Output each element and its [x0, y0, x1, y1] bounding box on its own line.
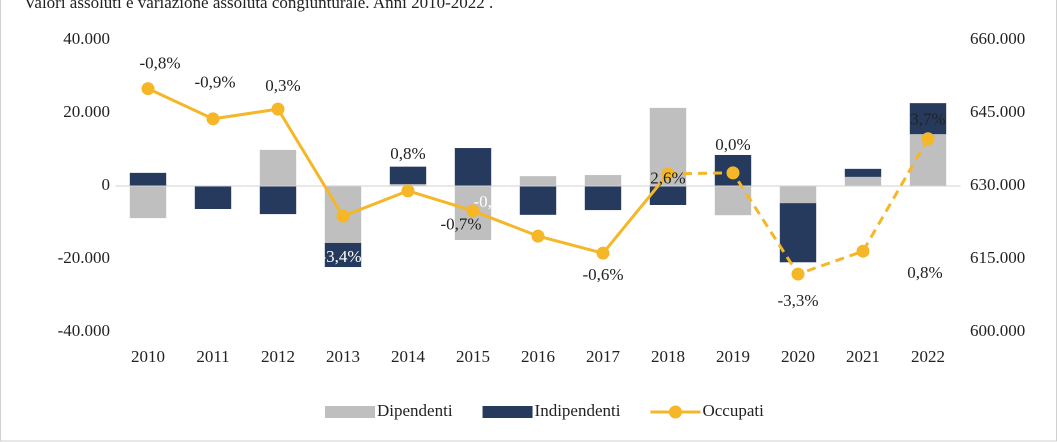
bar [584, 175, 622, 186]
bar [454, 148, 492, 186]
bar [519, 186, 557, 215]
line-marker [921, 132, 935, 146]
annotation: -0,7% [440, 215, 481, 234]
bar [714, 186, 752, 216]
bar [844, 176, 882, 186]
annotation: 0,3% [265, 76, 300, 95]
legend-label: Occupati [702, 401, 764, 420]
annotation: 0,8% [390, 144, 425, 163]
legend-marker [668, 405, 682, 419]
line-marker [531, 229, 545, 243]
line-marker [271, 102, 285, 116]
x-tick-label: 2012 [261, 347, 295, 366]
y2-tick-label: 615.000 [970, 248, 1025, 267]
annotation: 0,8% [907, 263, 942, 282]
y2-tick-label: 660.000 [970, 29, 1025, 48]
y-tick-label: 40.000 [63, 29, 110, 48]
y2-tick-label: 630.000 [970, 175, 1025, 194]
legend-label: Indipendenti [535, 401, 621, 420]
chart-title: Valori assoluti e variazione assoluta co… [24, 0, 493, 12]
annotation: -0,9% [194, 73, 235, 92]
x-tick-label: 2014 [391, 347, 426, 366]
line-marker [466, 204, 480, 218]
y-tick-label: 20.000 [63, 102, 110, 121]
annotation: 2,6% [650, 169, 685, 188]
y-tick-label: -40.000 [58, 321, 110, 340]
bar [324, 242, 362, 268]
line-marker [206, 112, 220, 126]
line-marker [401, 184, 415, 198]
x-tick-label: 2015 [456, 347, 490, 366]
bar [779, 186, 817, 204]
bar [194, 186, 232, 209]
x-tick-label: 2010 [131, 347, 165, 366]
bar [129, 172, 167, 186]
x-tick-label: 2020 [781, 347, 815, 366]
line-marker [596, 246, 610, 260]
line-marker [661, 167, 675, 181]
x-tick-label: 2016 [521, 347, 555, 366]
line-marker [336, 209, 350, 223]
x-tick-label: 2019 [716, 347, 750, 366]
bar [649, 186, 687, 205]
annotation: -0,8% [139, 54, 180, 73]
bar [259, 186, 297, 215]
line-marker [726, 166, 740, 180]
bar [519, 176, 557, 186]
y2-tick-label: 645.000 [970, 102, 1025, 121]
annotation: -3,3% [777, 291, 818, 310]
bar [909, 103, 947, 135]
bar [389, 166, 427, 185]
annotation: -3,4% [320, 247, 361, 266]
legend-swatch [325, 406, 375, 418]
bar [844, 168, 882, 177]
x-tick-label: 2013 [326, 347, 360, 366]
bar [129, 186, 167, 219]
x-tick-label: 2022 [911, 347, 945, 366]
legend-label: Dipendenti [377, 401, 453, 420]
line-marker [791, 267, 805, 281]
annotation: -0,6% [582, 265, 623, 284]
x-tick-label: 2011 [196, 347, 229, 366]
line-marker [856, 244, 870, 258]
annotation: 3,7% [910, 110, 945, 129]
x-tick-label: 2017 [586, 347, 621, 366]
annotation: 0,0% [715, 135, 750, 154]
bar [584, 186, 622, 211]
y-tick-label: -20.000 [58, 248, 110, 267]
line-marker [141, 82, 155, 96]
bar [259, 149, 297, 186]
y-tick-label: 0 [102, 175, 111, 194]
bar [779, 203, 817, 263]
x-tick-label: 2021 [846, 347, 880, 366]
annotation: -0,8% [473, 192, 514, 211]
y2-tick-label: 600.000 [970, 321, 1025, 340]
legend-swatch [482, 406, 533, 418]
x-tick-label: 2018 [651, 347, 685, 366]
